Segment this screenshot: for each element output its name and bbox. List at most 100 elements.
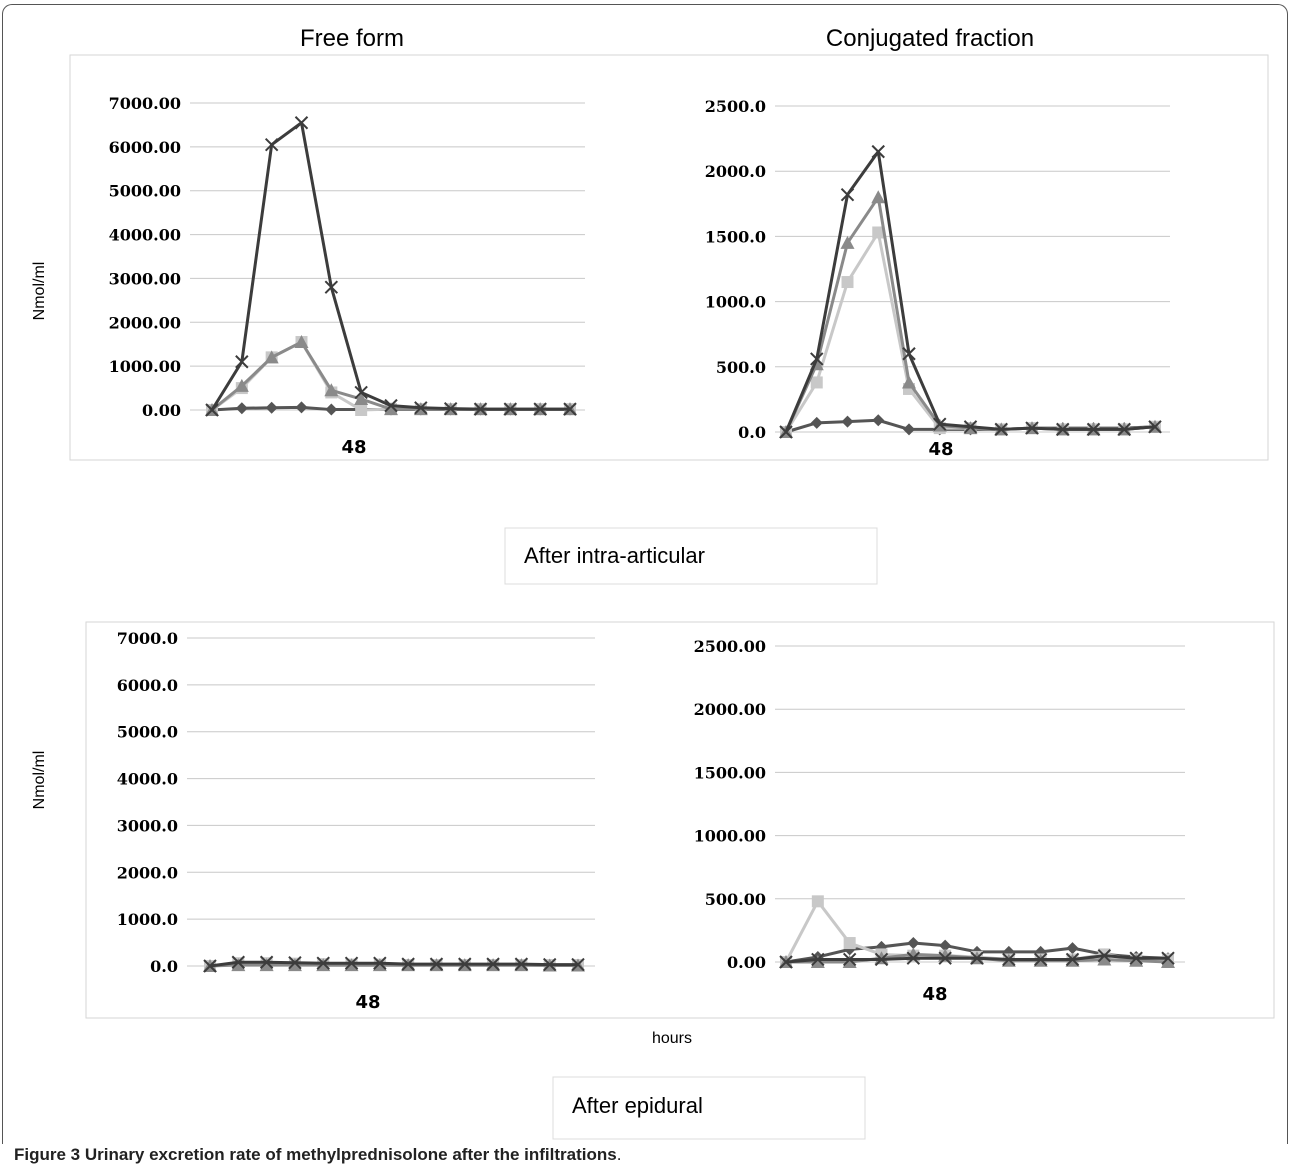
chart-3-series-3-point-9 bbox=[1065, 952, 1080, 967]
chart-0-series-3-point-11 bbox=[533, 402, 547, 416]
chart-0-series-3-point-1 bbox=[235, 355, 249, 369]
chart-3-series-3-point-6-stroke-b bbox=[970, 951, 984, 965]
chart-0-series-3-point-8-stroke-b bbox=[443, 401, 458, 416]
chart-2-series-3-point-6 bbox=[373, 956, 387, 970]
chart-1-series-3-point-0 bbox=[779, 425, 793, 439]
chart-0-series-3-line bbox=[210, 121, 570, 411]
chart-2-series-3-point-1-stroke-b bbox=[231, 955, 246, 969]
chart-3-series-0-point-5 bbox=[939, 939, 952, 952]
chart-0-ytick-label-6: 6000.00 bbox=[109, 138, 181, 157]
chart-3-series-3-point-0-stroke-b bbox=[779, 955, 793, 969]
chart-3-ytick-label-5: 2500.00 bbox=[694, 637, 766, 656]
caption-label: Figure 3 bbox=[14, 1145, 81, 1164]
chart-3-ytick-label-0: 0.00 bbox=[727, 953, 766, 972]
chart-0-ytick-label-4: 4000.00 bbox=[109, 226, 181, 245]
chart-2-series-3-point-10 bbox=[486, 957, 500, 971]
chart-0-series-3-point-1-stroke-b bbox=[235, 355, 249, 369]
chart-2-ytick-label-6: 6000.0 bbox=[117, 676, 178, 695]
chart-2-series-3-point-4 bbox=[316, 956, 330, 970]
chart-2-series-3-point-7-stroke-b bbox=[401, 957, 415, 971]
chart-0-series-3-point-7-stroke-b bbox=[414, 401, 428, 415]
chart-3-series-3-point-8-stroke-b bbox=[1033, 952, 1048, 967]
chart-2-ytick-label-0: 0.0 bbox=[150, 957, 178, 976]
chart-1-series-3-point-12 bbox=[1148, 420, 1162, 434]
chart-3-series-0-point-4 bbox=[907, 937, 920, 950]
chart-1-series-3-point-12-stroke-b bbox=[1148, 420, 1162, 434]
title-free-form: Free form bbox=[300, 25, 404, 52]
chart-1-series-3-point-10 bbox=[1086, 422, 1101, 437]
chart-3-ytick-label-3: 1500.00 bbox=[694, 763, 766, 782]
chart-1-series-3-point-9 bbox=[1056, 422, 1070, 437]
figure-frame bbox=[2, 4, 1288, 1144]
chart-2-series-3-point-4-stroke-b bbox=[316, 956, 330, 970]
chart-1-series-3-point-5-stroke-b bbox=[933, 417, 947, 431]
chart-1-series-1-point-2 bbox=[841, 276, 854, 289]
chart-0-series-3-point-11-stroke-b bbox=[533, 402, 547, 416]
chart-3-series-3-point-7 bbox=[1002, 952, 1016, 967]
chart-1-ytick-label-4: 2000.0 bbox=[705, 162, 766, 181]
chart-0-series-0-point-3 bbox=[295, 401, 308, 414]
chart-0-series-3-point-9 bbox=[473, 402, 488, 416]
chart-0-series-3-point-0 bbox=[205, 403, 219, 417]
chart-0-series-1-point-5 bbox=[355, 404, 368, 416]
chart-3-series-3-point-9-stroke-b bbox=[1065, 952, 1080, 967]
chart-2-series-3-point-11-stroke-b bbox=[514, 957, 529, 971]
chart-2-xtick-label: 48 bbox=[355, 992, 380, 1013]
chart-1-ytick-label-2: 1000.0 bbox=[705, 293, 766, 312]
chart-3-series-3-point-5-stroke-b bbox=[938, 951, 952, 965]
chart-2-series-2-point-1 bbox=[231, 958, 246, 972]
chart-3-series-2-point-12 bbox=[1161, 955, 1175, 968]
chart-2: 0.0 1000.0 2000.0 3000.0 4000.0 5000.0 6000.0 7… bbox=[117, 629, 595, 1013]
y-axis-label-top: Nmol/ml bbox=[31, 262, 48, 321]
chart-2-series-3-point-8 bbox=[429, 957, 444, 971]
chart-2-series-3-point-5 bbox=[344, 956, 359, 970]
chart-1-series-3-point-6 bbox=[963, 420, 978, 434]
section-label-epidural: After epidural bbox=[572, 1093, 703, 1118]
chart-3-series-1-point-2 bbox=[843, 937, 856, 950]
chart-0-ytick-label-7: 7000.00 bbox=[109, 94, 181, 113]
chart-3-series-3-point-12 bbox=[1161, 951, 1175, 965]
chart-3-series-3-point-3 bbox=[874, 952, 889, 967]
chart-2-series-3-point-3 bbox=[288, 956, 302, 970]
chart-3-series-2-point-1 bbox=[810, 955, 825, 968]
chart-0-series-3-point-12-stroke-b bbox=[563, 402, 577, 416]
chart-3: 0.00 500.00 1000.00 1500.00 2000.00 2500.00 48 bbox=[694, 637, 1185, 1005]
chart-3-series-3-point-0 bbox=[779, 955, 793, 969]
chart-0-series-3-point-2-stroke-b bbox=[264, 137, 279, 152]
caption-text: Urinary excretion rate of methylpredniso… bbox=[84, 1145, 617, 1164]
chart-3-ytick-label-1: 500.00 bbox=[705, 890, 766, 909]
chart-1: 0.0 500.0 1000.0 1500.0 2000.0 2500.0 48 bbox=[705, 97, 1170, 460]
chart-2-series-3-point-12 bbox=[542, 957, 557, 972]
chart-1-series-3-point-6-stroke-b bbox=[963, 420, 978, 434]
chart-0-series-2-point-1 bbox=[234, 378, 249, 392]
chart-3-series-3-point-10-stroke-b bbox=[1097, 948, 1112, 963]
section-box-epidural bbox=[552, 1076, 866, 1140]
chart-0-ytick-label-1: 1000.00 bbox=[109, 357, 181, 376]
chart-2-series-3-point-2-stroke-b bbox=[259, 955, 274, 969]
chart-0-series-3-point-10-stroke-b bbox=[503, 402, 518, 416]
chart-2-ytick-label-5: 5000.0 bbox=[117, 723, 178, 742]
y-axis-label-bottom: Nmol/ml bbox=[31, 751, 48, 810]
chart-0-series-3-point-3 bbox=[294, 116, 309, 130]
charts-layer: 0.00 1000.00 2000.00 3000.00 4000.00 5000.00 6… bbox=[109, 94, 1185, 1013]
chart-2-ytick-label-2: 2000.0 bbox=[117, 863, 178, 882]
chart-0-series-2-point-3 bbox=[294, 335, 309, 349]
chart-2-series-3-point-6-stroke-b bbox=[373, 956, 387, 970]
chart-2-ytick-label-4: 4000.0 bbox=[117, 770, 178, 789]
chart-0-series-3-point-6-stroke-b bbox=[384, 398, 398, 413]
chart-0-series-3-point-4 bbox=[324, 280, 339, 294]
chart-3-series-3-point-11-stroke-b bbox=[1129, 951, 1143, 965]
chart-3-series-3-point-1-stroke-b bbox=[811, 952, 825, 967]
chart-3-series-2-point-10 bbox=[1097, 952, 1112, 966]
section-box-intra bbox=[504, 527, 878, 585]
chart-2-series-3-line bbox=[209, 960, 578, 968]
chart-0-series-2-point-4 bbox=[324, 383, 339, 397]
chart-1-series-3-point-10-stroke-b bbox=[1086, 422, 1101, 437]
chart-1-series-3-point-3 bbox=[871, 144, 885, 159]
chart-1-series-3-point-7 bbox=[994, 422, 1008, 437]
chart-0-series-0-point-4 bbox=[325, 403, 338, 416]
chart-1-series-3-point-7-stroke-b bbox=[994, 422, 1008, 437]
chart-0-series-3-point-2 bbox=[264, 137, 279, 152]
chart-3-series-2-point-2 bbox=[842, 955, 857, 968]
